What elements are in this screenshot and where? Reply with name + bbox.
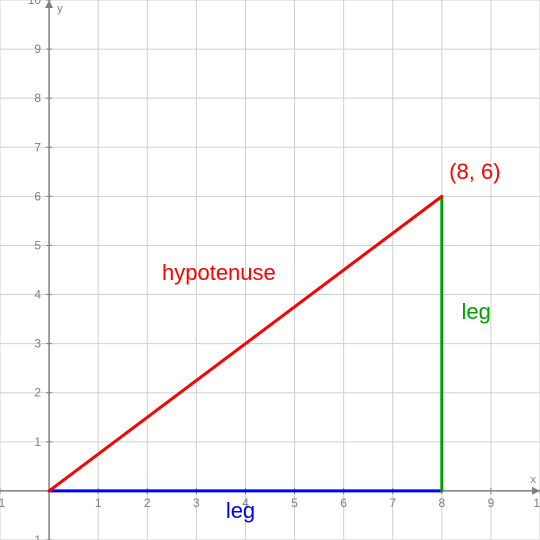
svg-text:6: 6: [34, 189, 41, 203]
svg-text:5: 5: [291, 496, 298, 510]
svg-text:2: 2: [34, 386, 41, 400]
leg-vertical-label: leg: [461, 299, 490, 324]
svg-text:9: 9: [488, 496, 495, 510]
svg-text:1: 1: [95, 496, 102, 510]
svg-text:8: 8: [34, 91, 41, 105]
svg-text:4: 4: [34, 288, 41, 302]
svg-text:-1: -1: [30, 533, 41, 540]
svg-text:9: 9: [34, 42, 41, 56]
svg-text:7: 7: [34, 140, 41, 154]
svg-text:3: 3: [193, 496, 200, 510]
svg-text:3: 3: [34, 337, 41, 351]
svg-text:-1: -1: [0, 496, 6, 510]
coordinate-chart: -112345678910-112345678910xylegleghypote…: [0, 0, 540, 540]
svg-text:5: 5: [34, 238, 41, 252]
svg-text:6: 6: [340, 496, 347, 510]
svg-text:10: 10: [533, 496, 540, 510]
svg-text:x: x: [531, 474, 537, 486]
svg-text:7: 7: [389, 496, 396, 510]
hypotenuse-label: hypotenuse: [162, 260, 276, 285]
svg-text:10: 10: [28, 0, 42, 7]
leg-horizontal-label: leg: [226, 498, 255, 523]
svg-text:2: 2: [144, 496, 151, 510]
point-label: (8, 6): [449, 159, 500, 184]
svg-text:y: y: [57, 3, 63, 15]
svg-text:1: 1: [34, 435, 41, 449]
svg-text:8: 8: [438, 496, 445, 510]
